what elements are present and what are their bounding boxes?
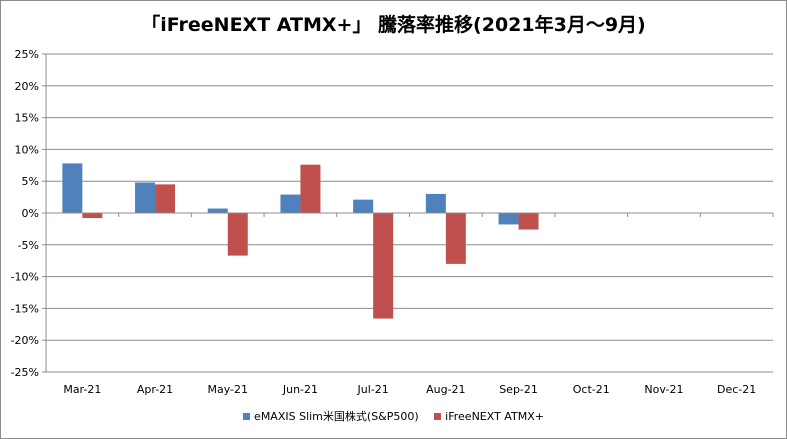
y-tick-label: 15%	[15, 112, 39, 125]
bar-series-2-sep-21	[518, 213, 539, 230]
legend-label-series-1: eMAXIS Slim米国株式(S&P500)	[254, 410, 419, 423]
x-tick-label: Mar-21	[63, 383, 101, 396]
legend-entry-series-2: iFreeNEXT ATMX+	[434, 410, 544, 423]
y-tick-label: 20%	[15, 80, 39, 93]
legend-label-series-2: iFreeNEXT ATMX+	[445, 409, 544, 423]
x-tick-label: Dec-21	[717, 383, 756, 396]
x-tick-label: Oct-21	[573, 383, 610, 396]
bar-series-1-may-21	[207, 208, 228, 213]
bar-series-2-may-21	[227, 213, 248, 256]
x-tick-label: Apr-21	[137, 383, 173, 396]
bar-series-2-mar-21	[82, 213, 103, 219]
y-tick-label: 10%	[15, 143, 39, 156]
bar-series-1-aug-21	[425, 193, 446, 213]
bar-series-1-jul-21	[353, 199, 374, 213]
legend-swatch-series-2	[434, 412, 442, 420]
bar-series-1-sep-21	[498, 213, 519, 225]
x-tick-label: Jul-21	[357, 383, 389, 396]
legend-swatch-series-1	[243, 412, 251, 420]
bars	[62, 163, 539, 319]
bar-series-2-apr-21	[155, 184, 176, 213]
bar-series-1-jun-21	[280, 194, 301, 213]
y-axis-ticks: 25% 20% 15% 10% 5% 0% -5% -10% -15% -20% -25%	[11, 48, 46, 379]
x-tick-label: Nov-21	[644, 383, 683, 396]
axes	[45, 54, 774, 372]
y-tick-label: -10%	[11, 271, 39, 284]
x-tick-label: Jun-21	[282, 383, 318, 396]
bar-series-2-aug-21	[445, 213, 466, 264]
y-tick-label: -20%	[11, 334, 39, 347]
chart-title: 「iFreeNEXT ATMX+」 騰落率推移(2021年3月～9月)	[141, 14, 646, 36]
x-axis-ticks: Mar-21 Apr-21 May-21 Jun-21 Jul-21 Aug-21 Sep-…	[63, 383, 756, 396]
bar-series-1-apr-21	[135, 182, 156, 213]
legend-entry-series-1: eMAXIS Slim米国株式(S&P500)	[243, 408, 419, 424]
y-tick-label: 5%	[22, 175, 39, 188]
x-tick-label: Sep-21	[499, 383, 538, 396]
bar-series-2-jul-21	[373, 213, 394, 319]
bar-series-1-mar-21	[62, 163, 83, 213]
y-tick-label: 0%	[22, 207, 39, 220]
y-tick-label: 25%	[15, 48, 39, 61]
bar-series-2-jun-21	[300, 164, 321, 213]
y-tick-label: -25%	[11, 366, 39, 379]
y-tick-label: -15%	[11, 302, 39, 315]
legend: eMAXIS Slim米国株式(S&P500) iFreeNEXT ATMX+	[0, 408, 787, 424]
x-tick-label: May-21	[207, 383, 248, 396]
y-tick-label: -5%	[18, 239, 39, 252]
x-tick-label: Aug-21	[426, 383, 465, 396]
